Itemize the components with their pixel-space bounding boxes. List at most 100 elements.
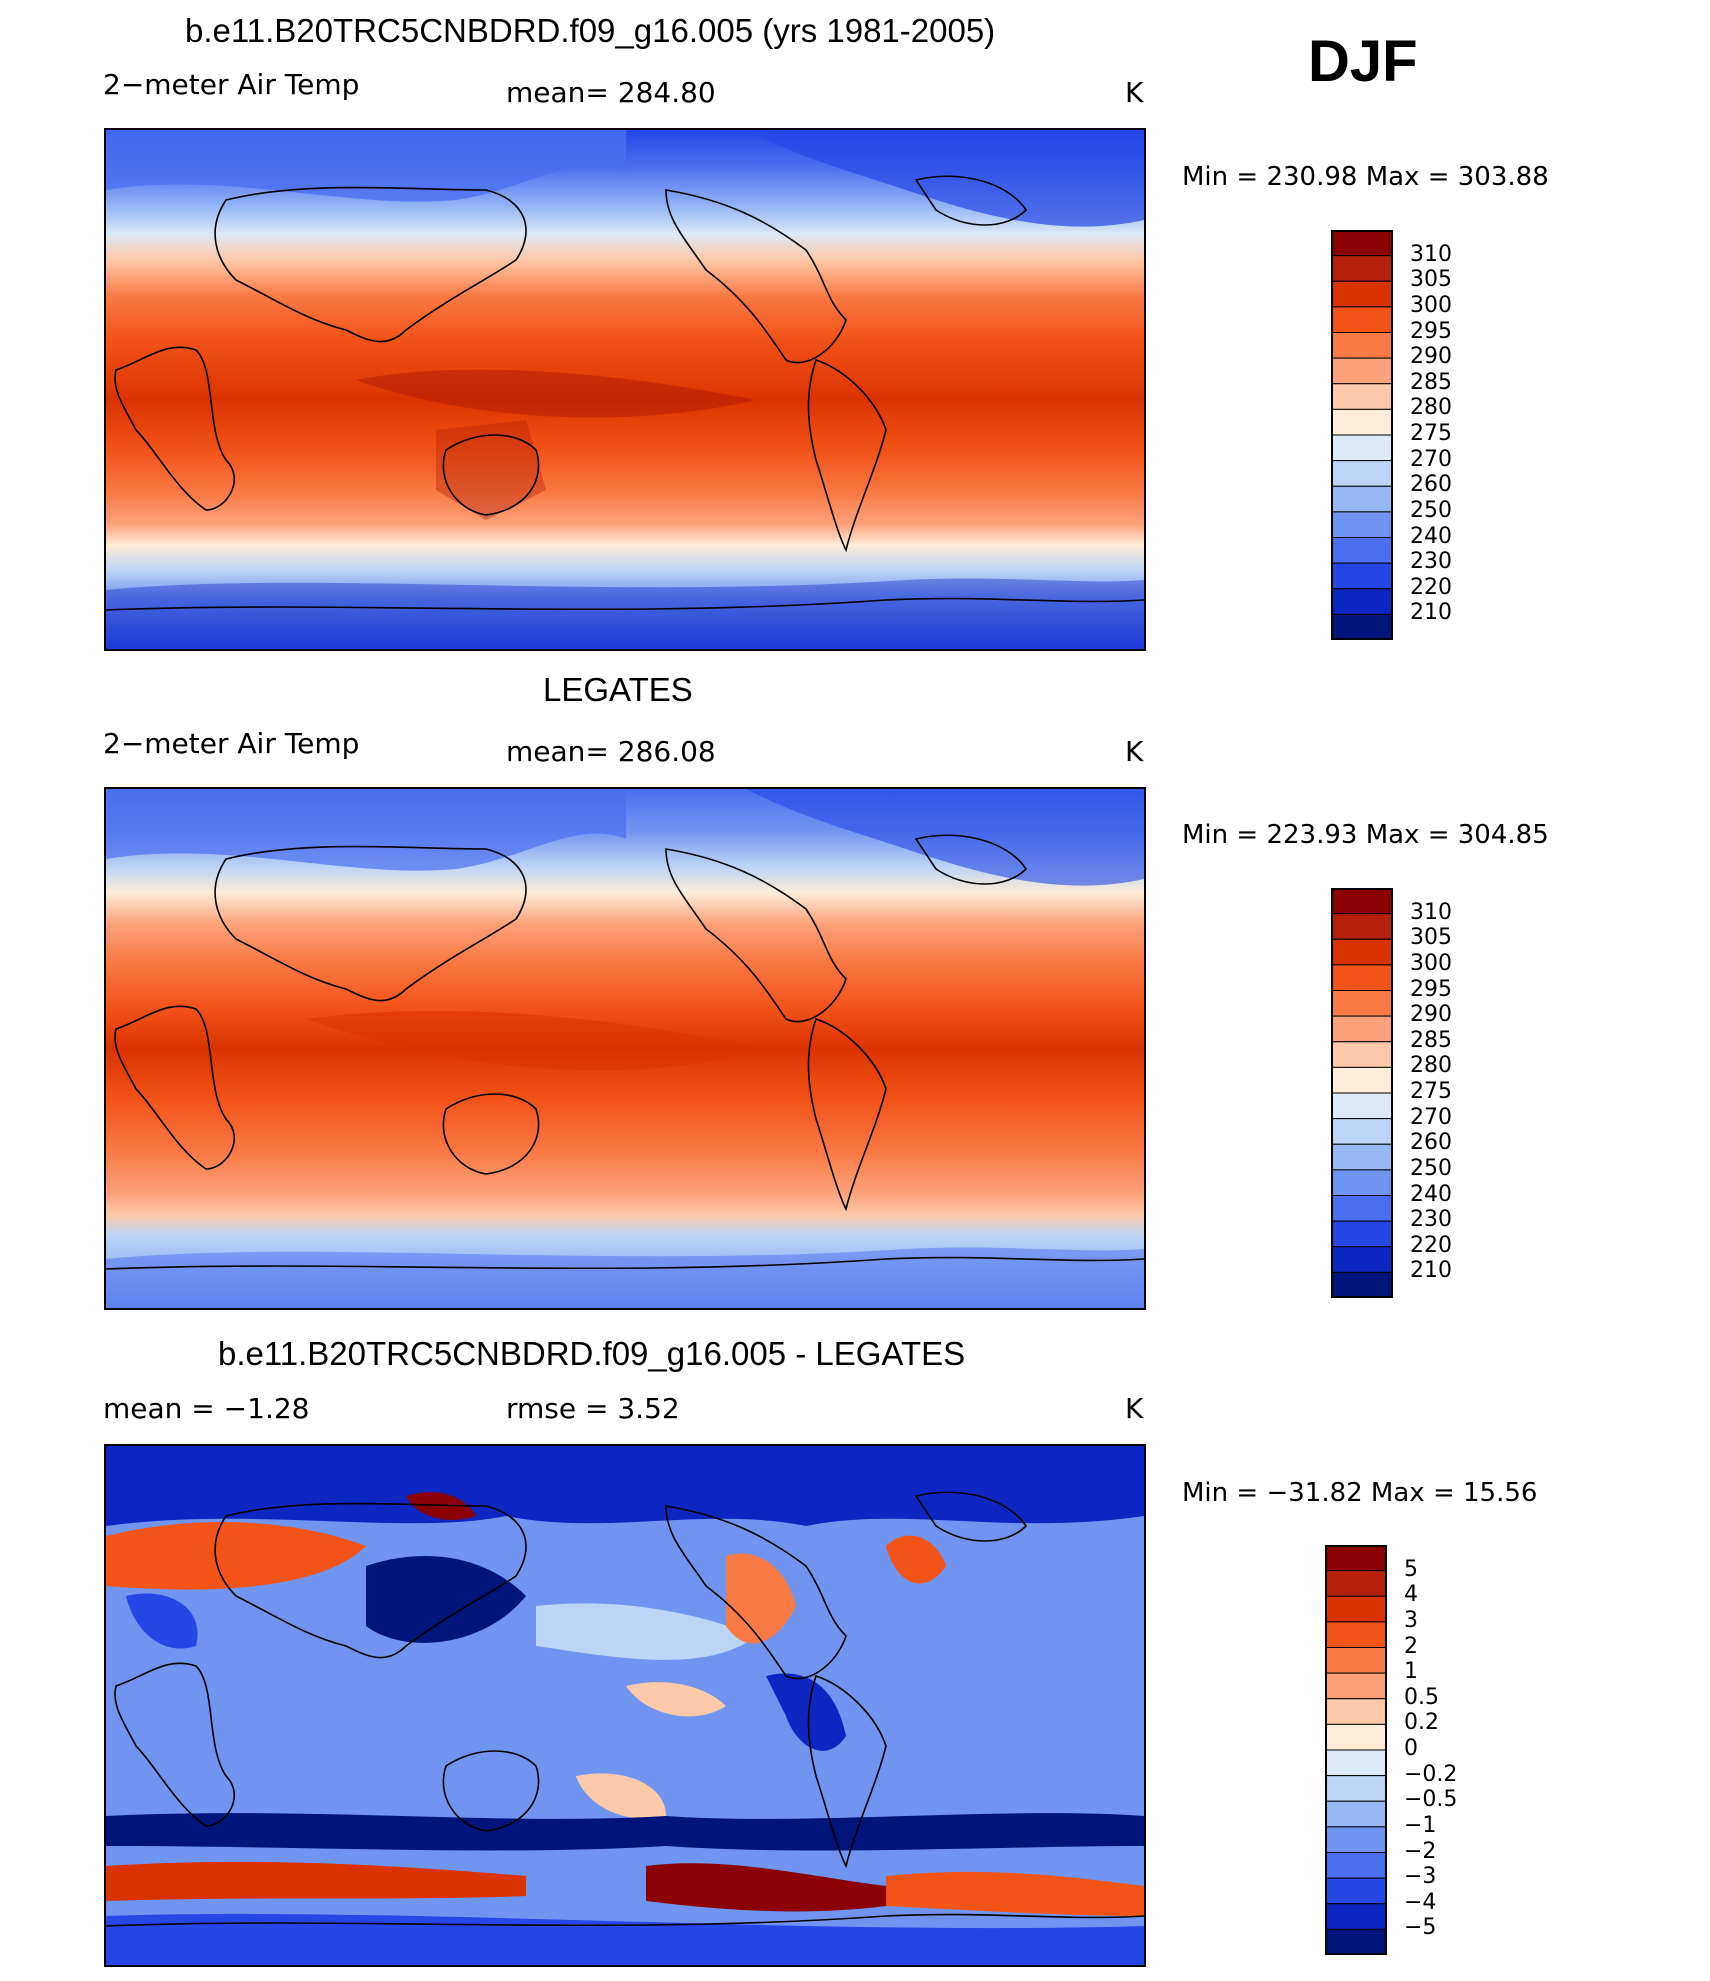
panel2-colorbar-tick-label: 210	[1410, 1258, 1452, 1284]
panel2-colorbar-labels: 310 305 300 295 290 285 280 275 270 260 250 240 230 2…	[1410, 888, 1490, 1298]
panel2-colorbar-swatch	[1331, 1143, 1393, 1171]
panel2-colorbar-swatch	[1331, 938, 1393, 966]
panel1-colorbar-tick-label: 290	[1410, 344, 1452, 370]
panel3-colorbar-labels: 5 4 3 2 1 0.5 0.2 0 −0.2 −0.5 −1 −2 −3 −4 −5	[1404, 1545, 1484, 1955]
panel1-variable-label: 2−meter Air Temp	[103, 68, 360, 101]
panel1-colorbar-tick-label: 260	[1410, 472, 1452, 498]
panel2-mean-label: mean= 286.08	[506, 735, 716, 768]
panel1-colorbar-swatch	[1331, 408, 1393, 436]
panel1-colorbar-swatch	[1331, 613, 1393, 641]
panel2-colorbar-swatch	[1331, 1220, 1393, 1248]
panel1-colorbar-swatch	[1331, 460, 1393, 487]
panel1-colorbar-tick-label: 285	[1410, 369, 1452, 395]
panel3-minmax: Min = −31.82 Max = 15.56	[1182, 1478, 1538, 1508]
panel2-colorbar-tick-label: 290	[1410, 1002, 1452, 1028]
panel2-title: LEGATES	[543, 671, 693, 708]
panel1-colorbar-tick-label: 230	[1410, 549, 1452, 575]
panel1-colorbar-swatch	[1331, 229, 1393, 257]
panel2-colorbar-tick-label: 270	[1410, 1104, 1452, 1130]
panel2-colorbar-swatch	[1331, 1195, 1393, 1222]
panel2-colorbar-swatch	[1331, 1092, 1393, 1120]
panel3-colorbar-tick-label: −5	[1404, 1915, 1437, 1941]
panel2-colorbar-tick-label: 220	[1410, 1232, 1452, 1258]
panel3-colorbar-swatch	[1325, 1672, 1387, 1700]
panel3-map-svg	[106, 1446, 1144, 1965]
panel3-colorbar-tick-label: −3	[1404, 1864, 1437, 1890]
panel3-colorbar-swatch	[1325, 1570, 1387, 1597]
panel1-colorbar-tick-label: 210	[1410, 600, 1452, 626]
panel3-colorbar-tick-label: 1	[1404, 1659, 1418, 1685]
panel2-colorbar-tick-label: 285	[1410, 1027, 1452, 1053]
panel2-colorbar-tick-label: 280	[1410, 1053, 1452, 1079]
panel1-colorbar-swatch	[1331, 485, 1393, 513]
panel2-colorbar-swatch	[1331, 1041, 1393, 1068]
panel1-colorbar-tick-label: 310	[1410, 241, 1452, 267]
panel1-mean-label: mean= 284.80	[506, 76, 716, 109]
panel3-colorbar	[1325, 1544, 1387, 1956]
panel3-colorbar-tick-label: 0.2	[1404, 1710, 1439, 1736]
panel2-colorbar	[1331, 887, 1393, 1299]
panel1-colorbar-swatch	[1331, 280, 1393, 308]
panel1-map-svg	[106, 130, 1144, 649]
panel1-colorbar-swatch	[1331, 434, 1393, 462]
panel2-minmax: Min = 223.93 Max = 304.85	[1182, 820, 1549, 850]
panel1-colorbar-swatch	[1331, 255, 1393, 282]
panel1-colorbar-tick-label: 275	[1410, 421, 1452, 446]
panel3-colorbar-tick-label: 4	[1404, 1582, 1418, 1608]
panel2-colorbar-swatch	[1331, 1066, 1393, 1094]
panel3-colorbar-svg	[1325, 1544, 1387, 1956]
panel3-colorbar-swatch	[1325, 1544, 1387, 1572]
panel2-colorbar-tick-label: 300	[1410, 950, 1452, 976]
panel1-colorbar-swatch	[1331, 306, 1393, 333]
panel3-colorbar-tick-label: −2	[1404, 1838, 1437, 1864]
panel3-colorbar-tick-label: −0.5	[1404, 1787, 1458, 1813]
panel3-colorbar-swatch	[1325, 1852, 1387, 1879]
panel1-colorbar-swatch	[1331, 511, 1393, 538]
panel3-colorbar-tick-label: −4	[1404, 1889, 1437, 1915]
panel1-colorbar-labels: 310 305 300 295 290 285 280 275 270 260 250 240 230 2…	[1410, 230, 1490, 640]
panel2-colorbar-tick-label: 240	[1410, 1181, 1452, 1207]
panel2-colorbar-swatch	[1331, 964, 1393, 991]
panel2-map-svg	[106, 789, 1144, 1308]
panel2-unit-label: K	[1125, 735, 1144, 768]
panel1-colorbar-svg	[1331, 229, 1393, 641]
panel3-colorbar-tick-label: −1	[1404, 1812, 1437, 1838]
panel1-colorbar-swatch	[1331, 357, 1393, 385]
panel3-colorbar-swatch	[1325, 1903, 1387, 1930]
panel3-colorbar-swatch	[1325, 1877, 1387, 1905]
panel1-colorbar-swatch	[1331, 537, 1393, 564]
panel1-colorbar-tick-label: 250	[1410, 497, 1452, 523]
panel1-minmax: Min = 230.98 Max = 303.88	[1182, 162, 1549, 192]
panel1-colorbar-tick-label: 295	[1410, 318, 1452, 344]
panel3-colorbar-tick-label: 2	[1404, 1633, 1418, 1659]
panel3-colorbar-border	[1325, 1545, 1387, 1955]
panel2-variable-label: 2−meter Air Temp	[103, 727, 360, 760]
panel3-colorbar-tick-label: 0.5	[1404, 1684, 1439, 1710]
panel3-mean-label: mean = −1.28	[103, 1392, 310, 1425]
panel2-colorbar-border	[1331, 888, 1393, 1298]
panel1-colorbar-tick-label: 300	[1410, 292, 1452, 318]
panel1-colorbar-swatch	[1331, 332, 1393, 359]
panel3-colorbar-swatch	[1325, 1698, 1387, 1725]
panel2-colorbar-swatch	[1331, 1015, 1393, 1043]
panel1-colorbar-swatch	[1331, 383, 1393, 410]
panel3-rmse-label: rmse = 3.52	[506, 1392, 680, 1425]
panel1-colorbar-tick-label: 220	[1410, 574, 1452, 600]
panel3-colorbar-swatch	[1325, 1723, 1387, 1751]
panel3-colorbar-swatch	[1325, 1749, 1387, 1777]
panel2-colorbar-tick-label: 295	[1410, 976, 1452, 1002]
panel3-colorbar-tick-label: −0.2	[1404, 1761, 1458, 1787]
panel3-colorbar-swatch	[1325, 1800, 1387, 1828]
panel1-colorbar-tick-label: 240	[1410, 523, 1452, 549]
panel1-colorbar-swatch	[1331, 588, 1393, 615]
panel2-colorbar-tick-label: 305	[1410, 925, 1452, 951]
panel2-colorbar-swatch	[1331, 990, 1393, 1017]
panel3-colorbar-tick-label: 0	[1404, 1736, 1418, 1761]
panel2-colorbar-tick-label: 310	[1410, 899, 1452, 925]
panel1-model-temperature-map	[104, 128, 1146, 651]
panel1-colorbar	[1331, 229, 1393, 641]
panel1-unit-label: K	[1125, 76, 1144, 109]
panel1-title: b.e11.B20TRC5CNBDRD.f09_g16.005 (yrs 198…	[185, 12, 996, 49]
panel3-title: b.e11.B20TRC5CNBDRD.f09_g16.005 - LEGATE…	[218, 1335, 966, 1372]
panel3-difference-map	[104, 1444, 1146, 1967]
